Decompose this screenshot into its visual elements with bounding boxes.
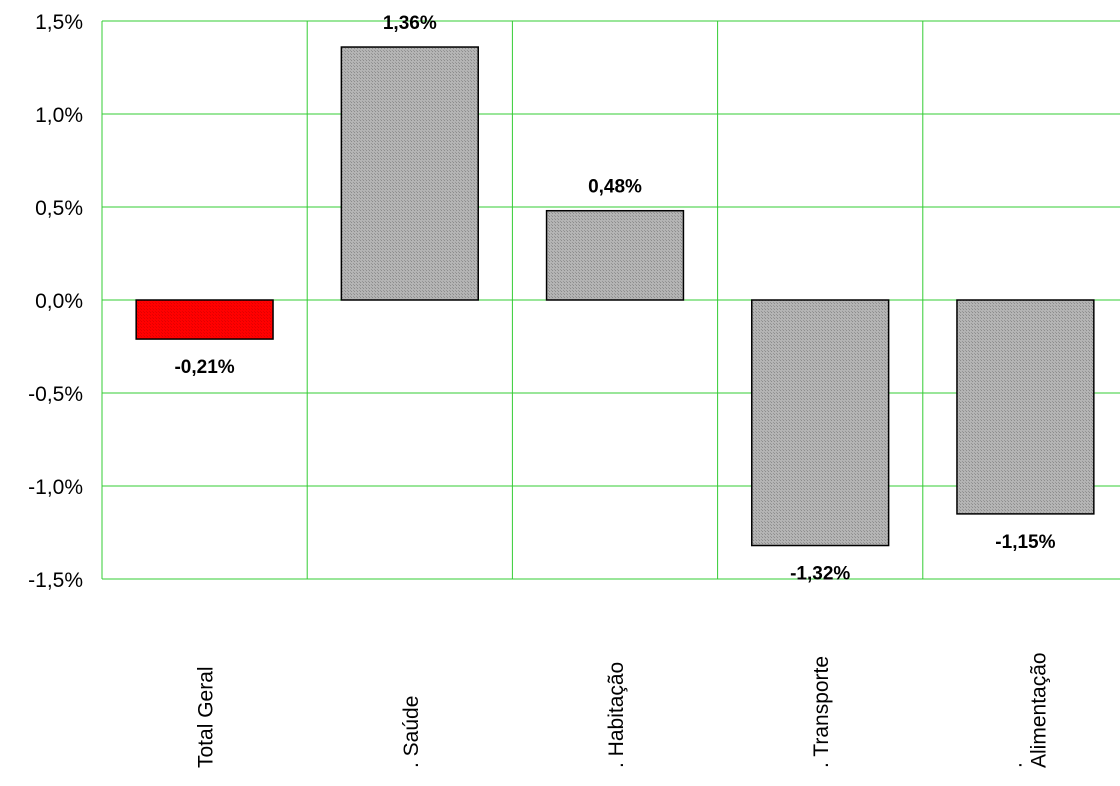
y-tick-label: 1,5%: [35, 11, 83, 34]
data-label: -1,32%: [790, 564, 850, 585]
category-label-line: . Habitação: [605, 662, 628, 768]
y-tick-label: -1,0%: [28, 476, 83, 499]
category-label-line: .: [1003, 762, 1026, 768]
category-label: . Transporte: [810, 656, 833, 768]
y-tick-label: -0,5%: [28, 383, 83, 406]
category-label-line: . Transporte: [810, 656, 833, 768]
category-label: . Saúde: [400, 696, 423, 768]
data-label: -0,21%: [174, 357, 234, 378]
category-label: . Habitação: [605, 662, 628, 768]
y-tick-label: 1,0%: [35, 104, 83, 127]
category-label-line: Alimentação: [1027, 652, 1050, 768]
y-tick-label: 0,5%: [35, 197, 83, 220]
category-label-line: . Saúde: [400, 696, 423, 768]
bar: [751, 299, 890, 547]
bar: [135, 299, 274, 340]
y-tick-label: -1,5%: [28, 569, 83, 592]
bar: [956, 299, 1095, 515]
bar: [545, 209, 685, 301]
labels-layer: 1,5% 1,0% 0,5% 0,0% -0,5% -1,0% -1,5% -0,21% Tot…: [28, 11, 1055, 768]
data-label: -1,15%: [995, 532, 1055, 553]
bar: [340, 46, 479, 301]
data-label: 1,36%: [383, 13, 437, 34]
data-label: 0,48%: [588, 177, 642, 198]
category-label: .Alimentação: [1003, 652, 1050, 768]
bars-layer: [135, 46, 1095, 547]
category-label-line: Total Geral: [195, 666, 218, 768]
y-tick-label: 0,0%: [35, 290, 83, 313]
category-label: Total Geral: [195, 666, 218, 768]
